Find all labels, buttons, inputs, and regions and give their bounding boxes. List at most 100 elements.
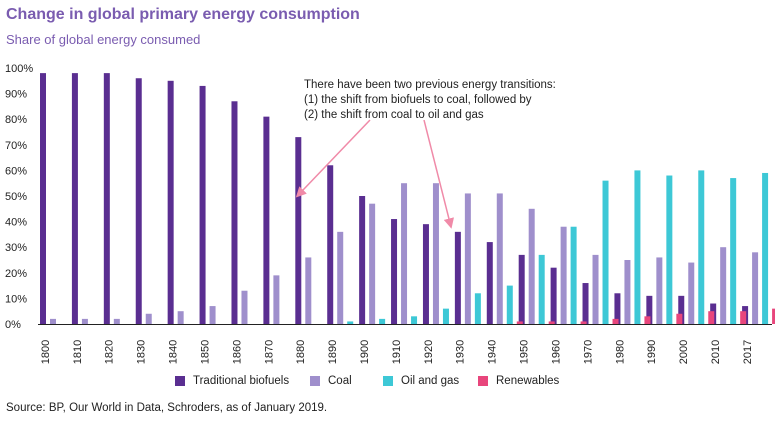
bar-traditional-biofuels [391,219,398,324]
y-tick-label: 0% [5,319,21,331]
legend-item-traditional-biofuels: Traditional biofuels [175,375,289,387]
bar-coal [369,203,376,324]
bar-coal [209,306,216,324]
bar-traditional-biofuels [486,242,493,324]
bar-coal [752,252,759,324]
bar-traditional-biofuels [550,267,557,324]
bar-coal [464,193,471,324]
bar-coal [592,254,599,324]
bar-coal [656,257,663,324]
x-tick-label: 1880 [295,340,307,364]
x-tick-label: 1940 [487,340,499,364]
annotation-text: There have been two previous energy tran… [304,78,556,123]
y-tick-label: 40% [5,217,27,229]
bar-oil-and-gas [474,293,481,324]
bar-oil-and-gas [634,170,641,324]
x-tick-label: 1850 [199,340,211,364]
y-tick-label: 90% [5,89,27,101]
bar-coal [432,183,439,324]
bar-traditional-biofuels [454,231,461,324]
bar-oil-and-gas [698,170,705,324]
x-tick-label: 1800 [40,340,52,364]
legend-swatch [383,376,393,386]
x-tick-label: 1820 [104,340,116,364]
y-tick-label: 30% [5,242,27,254]
bar-traditional-biofuels [135,78,142,325]
bar-renewables [548,321,555,324]
legend-label: Traditional biofuels [193,375,290,387]
x-tick-label: 1870 [263,340,275,364]
legend-label: Renewables [496,375,560,387]
annotation-line-2: (1) the shift from biofuels to coal, fol… [304,94,532,106]
bar-traditional-biofuels [231,101,238,324]
annotation-line-1: There have been two previous energy tran… [304,79,556,91]
x-tick-label: 1980 [614,340,626,364]
bar-traditional-biofuels [678,295,685,324]
source-note: Source: BP, Our World in Data, Schroders… [6,402,328,414]
y-tick-label: 100% [5,63,33,75]
legend-label: Coal [328,375,352,387]
annotation-arrow-coal-to-oil-gas [423,119,454,229]
bar-renewables [580,321,587,324]
x-tick-label: 1920 [423,340,435,364]
bar-traditional-biofuels [103,73,110,325]
bar-oil-and-gas [442,308,449,324]
bar-oil-and-gas [602,180,609,324]
chart-legend: Traditional biofuels Coal Oil and gas Re… [0,375,775,391]
bar-traditional-biofuels [71,73,78,325]
bar-oil-and-gas [730,178,737,324]
y-tick-label: 50% [5,191,27,203]
bar-oil-and-gas [666,175,673,324]
x-tick-label: 1950 [519,340,531,364]
x-tick-label: 1930 [455,340,467,364]
bar-renewables [676,313,683,324]
chart-subtitle: Share of global energy consumed [6,32,201,47]
bar-coal [81,318,88,324]
annotation-arrow-biofuels-to-coal [295,119,371,198]
bar-coal [113,318,120,324]
bar-coal [145,313,152,324]
bar-traditional-biofuels [518,254,525,324]
x-tick-label: 1830 [136,340,148,364]
bar-oil-and-gas [538,254,545,324]
y-tick-label: 20% [5,268,27,280]
x-tick-label: 1970 [582,340,594,364]
x-tick-label: 1840 [168,340,180,364]
bar-oil-and-gas [379,318,386,324]
y-tick-label: 60% [5,165,27,177]
legend-swatch [478,376,488,386]
bar-traditional-biofuels [359,196,366,324]
legend-item-coal: Coal [310,375,352,387]
bar-oil-and-gas [506,285,513,324]
y-tick-label: 10% [5,293,27,305]
bar-renewables [708,311,715,324]
bar-traditional-biofuels [646,295,653,324]
bar-traditional-biofuels [263,116,270,324]
x-tick-label: 2017 [742,340,754,364]
legend-label: Oil and gas [401,375,460,387]
bar-traditional-biofuels [40,73,46,325]
bar-coal [720,247,727,324]
x-tick-label: 2000 [678,340,690,364]
bar-coal [273,275,280,324]
legend-swatch [310,376,320,386]
bar-traditional-biofuels [167,80,174,324]
bar-renewables [612,318,619,324]
bar-coal [337,231,344,324]
bar-oil-and-gas [347,321,354,324]
bar-traditional-biofuels [614,293,621,324]
bar-coal [624,260,631,324]
x-tick-label: 1910 [391,340,403,364]
bar-coal [305,257,312,324]
legend-swatch [175,376,185,386]
bar-renewables [644,316,651,324]
legend-item-renewables: Renewables [478,375,559,387]
bar-traditional-biofuels [582,283,589,324]
bar-coal [50,318,56,324]
x-tick-label: 1810 [72,340,84,364]
bar-traditional-biofuels [295,137,302,324]
bar-coal [560,226,567,324]
x-tick-label: 1900 [359,340,371,364]
bar-oil-and-gas [570,226,577,324]
